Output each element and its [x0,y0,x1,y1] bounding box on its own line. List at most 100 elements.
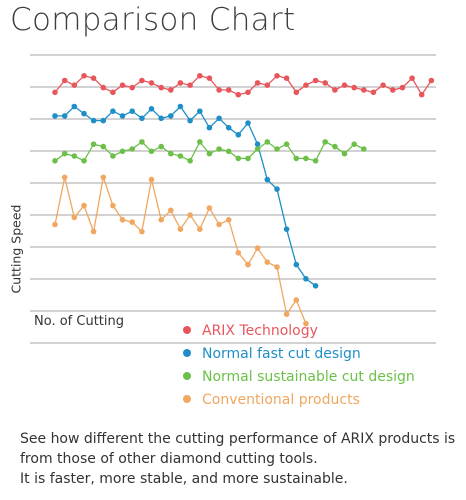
data-point [361,146,367,152]
legend-item-arix: ARIX Technology [183,320,415,343]
data-point [139,228,145,235]
series-0 [52,73,435,98]
data-point [322,80,329,86]
series-layer [52,73,435,327]
data-point [187,158,193,164]
legend-item-sustainable-cut: Normal sustainable cut design [183,366,415,389]
data-point [274,186,280,192]
data-point [119,148,126,155]
series-line [54,75,432,96]
data-point [283,141,290,147]
data-point [341,150,348,157]
data-point [177,153,184,159]
data-point [81,73,87,79]
data-point [177,103,184,110]
data-point [71,153,78,159]
data-point [110,89,116,96]
data-point [168,87,174,93]
data-point [90,117,97,124]
data-point [428,77,435,84]
data-point [332,143,338,150]
data-point [197,139,203,145]
data-point [303,276,309,282]
data-point [283,75,290,81]
data-point [418,91,425,98]
data-point [139,139,145,145]
data-point [197,226,203,232]
data-point [274,73,280,79]
data-point [264,259,271,266]
data-point [235,91,242,98]
data-point [158,143,164,150]
data-point [254,141,261,147]
data-point [216,87,222,93]
data-point [216,221,222,228]
data-point [119,113,126,119]
data-point [245,261,251,268]
caption-line: from those of other diamond cutting tool… [20,451,318,467]
data-point [129,219,135,225]
data-point [139,115,145,122]
data-point [351,84,358,91]
series-3 [52,174,309,327]
data-point [187,117,193,124]
data-point [206,124,213,131]
data-point [158,217,164,223]
data-point [380,82,386,88]
data-point [110,108,116,114]
data-point [110,153,116,159]
legend: ARIX Technology Normal fast cut design N… [183,320,415,412]
caption-line: See how different the cutting performanc… [20,431,456,447]
data-point [322,139,329,145]
data-point [81,158,87,164]
legend-label-fast-cut: Normal fast cut design [202,346,361,362]
data-point [303,82,309,88]
data-point [90,141,97,147]
data-point [71,103,78,110]
legend-marker-fast-cut [183,349,191,357]
data-point [52,158,58,164]
data-point [283,226,290,232]
data-point [148,106,155,112]
data-point [100,174,107,181]
data-point [225,217,232,223]
data-point [197,73,203,79]
data-point [341,82,348,88]
data-point [245,120,251,126]
data-point [283,311,290,318]
data-point [187,212,193,218]
data-point [264,82,271,88]
legend-label-conventional: Conventional products [202,392,360,408]
data-point [90,228,97,235]
data-point [61,174,68,181]
data-point [370,89,377,96]
caption-line: It is faster, more stable, and more sust… [20,471,348,487]
data-point [409,75,415,81]
data-point [61,150,68,157]
data-point [177,226,184,232]
data-point [100,117,107,124]
data-point [148,80,155,86]
data-point [129,84,135,91]
data-point [100,84,107,91]
data-point [119,217,126,223]
legend-marker-conventional [183,395,191,403]
data-point [52,89,58,96]
data-point [168,150,174,157]
data-point [254,245,261,251]
data-point [216,115,222,122]
data-point [110,202,116,209]
data-point [52,113,58,119]
data-point [293,155,300,162]
legend-label-sustainable-cut: Normal sustainable cut design [202,369,415,385]
data-point [52,221,58,228]
data-point [293,297,300,303]
data-point [177,80,184,86]
data-point [274,146,280,152]
legend-item-conventional: Conventional products [183,389,415,412]
data-point [225,124,232,131]
data-point [168,207,174,214]
y-axis-label: Cutting Speed [8,204,24,294]
data-point [168,113,174,119]
